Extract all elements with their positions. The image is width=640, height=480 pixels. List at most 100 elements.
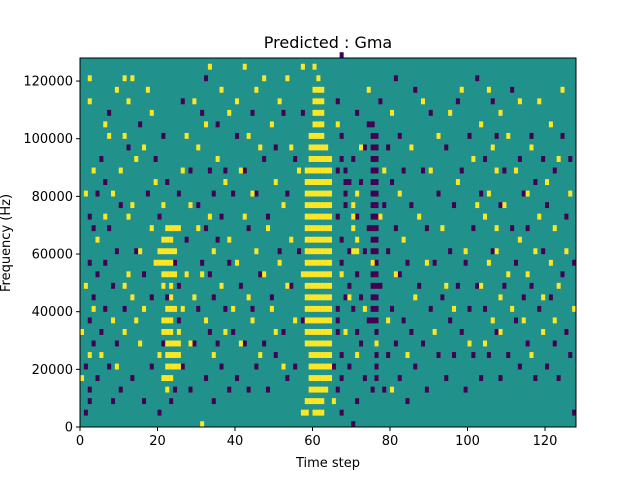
heatmap-cell-low <box>242 167 247 174</box>
heatmap-cell-low <box>351 421 356 428</box>
heatmap-cell-low <box>475 75 480 82</box>
heatmap-cell-high <box>510 305 515 312</box>
heatmap-cell-low <box>207 167 212 174</box>
heatmap-cell-high <box>316 271 321 278</box>
heatmap-cell-high <box>176 363 181 370</box>
heatmap-cell-high <box>312 248 317 255</box>
y-tick-label: 100000 <box>23 132 73 147</box>
heatmap-cell-high <box>308 132 313 139</box>
heatmap-cell-high <box>308 375 313 382</box>
heatmap-cell-low <box>467 305 472 312</box>
heatmap-cell-low <box>452 202 457 209</box>
heatmap-cell-low <box>479 190 484 197</box>
heatmap-cell-low <box>145 190 150 197</box>
heatmap-cell-low <box>421 340 426 347</box>
heatmap-cell-low <box>428 305 433 312</box>
heatmap-cell-low <box>390 305 395 312</box>
heatmap-cell-low <box>83 409 88 416</box>
heatmap-cell-high <box>552 317 557 324</box>
heatmap-cell-high <box>231 305 236 312</box>
heatmap-cell-high <box>184 271 189 278</box>
heatmap-cell-high <box>304 236 309 243</box>
heatmap-cell-high <box>351 248 356 255</box>
heatmap-cell-high <box>316 328 321 335</box>
heatmap-cell-low <box>444 144 449 151</box>
plot-area <box>80 52 577 428</box>
heatmap-cell-low <box>138 121 143 128</box>
heatmap-cell-low <box>293 363 298 370</box>
heatmap-cell-high <box>161 248 166 255</box>
heatmap-cell-low <box>409 202 414 209</box>
heatmap-cell-low <box>347 363 352 370</box>
heatmap-cell-high <box>138 340 143 347</box>
heatmap-cell-high <box>87 352 92 358</box>
heatmap-cell-low <box>545 363 550 370</box>
heatmap-cell-high <box>444 282 449 289</box>
heatmap-cell-high <box>436 132 441 139</box>
heatmap-cell-high <box>328 305 333 312</box>
heatmap-cell-high <box>552 225 557 232</box>
heatmap-cell-high <box>393 271 398 278</box>
heatmap-cell-high <box>277 98 282 105</box>
y-tick-label: 60000 <box>32 248 73 263</box>
heatmap-cell-high <box>285 75 290 82</box>
heatmap-cell-low <box>204 375 209 382</box>
heatmap-cell-low <box>393 225 398 232</box>
heatmap-cell-high <box>324 144 329 151</box>
heatmap-cell-high <box>390 109 395 116</box>
heatmap-cell-low <box>176 190 181 197</box>
heatmap-cell-high <box>320 328 325 335</box>
heatmap-cell-high <box>91 305 96 312</box>
heatmap-cell-high <box>161 317 166 324</box>
heatmap-cell-high <box>312 409 317 416</box>
heatmap-cell-low <box>370 271 375 278</box>
heatmap-cell-high <box>320 398 325 405</box>
heatmap-cell-high <box>459 86 464 93</box>
heatmap-cell-high <box>308 352 313 358</box>
heatmap-cell-high <box>517 236 522 243</box>
heatmap-cell-high <box>308 271 313 278</box>
heatmap-cell-high <box>328 317 333 324</box>
heatmap-cell-high <box>95 236 100 243</box>
heatmap-cell-low <box>529 282 534 289</box>
heatmap-cell-high <box>328 225 333 232</box>
heatmap-cell-low <box>386 248 391 255</box>
chart-title: Predicted : Gma <box>264 33 392 52</box>
heatmap-cell-high <box>324 259 329 266</box>
heatmap-cell-high <box>312 352 317 358</box>
heatmap-cell-high <box>467 340 472 347</box>
heatmap-cell-low <box>95 375 100 382</box>
heatmap-cell-low <box>331 363 336 370</box>
heatmap-cell-high <box>308 202 313 209</box>
heatmap-cell-high <box>126 213 131 220</box>
heatmap-cell-low <box>211 398 216 405</box>
heatmap-cell-high <box>107 132 112 139</box>
heatmap-cell-low <box>413 363 418 370</box>
heatmap-cell-low <box>281 328 286 335</box>
heatmap-cell-low <box>537 305 542 312</box>
heatmap-cell-low <box>370 202 375 209</box>
heatmap-cell-high <box>320 202 325 209</box>
heatmap-cell-low <box>448 248 453 255</box>
heatmap-cell-high <box>169 236 174 243</box>
heatmap-cell-low <box>107 225 112 232</box>
heatmap-cell-low <box>227 386 232 393</box>
heatmap-cell-low <box>343 202 348 209</box>
heatmap-cell-high <box>138 248 143 255</box>
heatmap-cell-high <box>312 213 317 220</box>
heatmap-cell-high <box>149 225 154 232</box>
heatmap-cell-high <box>142 305 147 312</box>
x-tick-label: 120 <box>533 434 558 449</box>
heatmap-cell-low <box>374 305 379 312</box>
heatmap-cell-high <box>316 386 321 393</box>
heatmap-cell-high <box>529 352 534 358</box>
heatmap-cell-high <box>328 190 333 197</box>
heatmap-cell-low <box>568 156 573 162</box>
heatmap-cell-high <box>200 271 205 278</box>
heatmap-cell-high <box>320 363 325 370</box>
heatmap-cell-high <box>320 121 325 128</box>
heatmap-cell-low <box>572 259 577 266</box>
heatmap-cell-low <box>374 144 379 151</box>
heatmap-cell-high <box>328 375 333 382</box>
heatmap-cell-low <box>211 190 216 197</box>
